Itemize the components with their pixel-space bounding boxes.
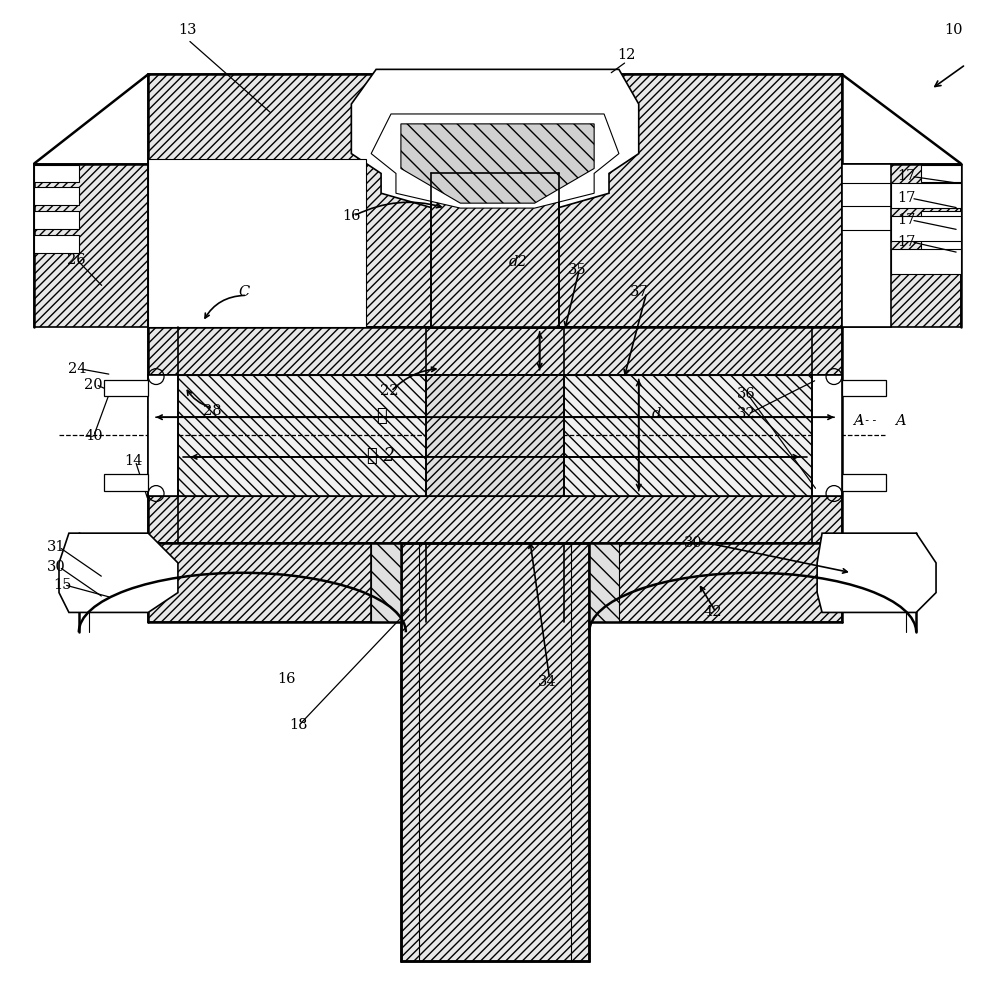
Text: 16: 16 [342, 209, 361, 223]
Text: 24: 24 [68, 362, 86, 376]
Text: 20: 20 [84, 378, 103, 391]
Text: 17: 17 [897, 235, 915, 249]
Text: C: C [239, 285, 250, 299]
Text: 22: 22 [380, 385, 398, 398]
Polygon shape [589, 543, 619, 622]
Polygon shape [148, 375, 178, 496]
Polygon shape [891, 183, 961, 208]
Polygon shape [921, 187, 961, 205]
Text: 12: 12 [618, 48, 636, 61]
Polygon shape [34, 235, 79, 253]
Polygon shape [34, 165, 79, 182]
Text: 31: 31 [47, 540, 65, 554]
Polygon shape [148, 496, 842, 543]
Polygon shape [148, 543, 371, 622]
Polygon shape [351, 69, 639, 213]
Text: 30: 30 [47, 560, 65, 574]
Polygon shape [921, 235, 961, 253]
Polygon shape [148, 375, 842, 496]
Polygon shape [842, 380, 886, 396]
Text: 14: 14 [124, 454, 143, 468]
Polygon shape [104, 380, 148, 396]
Text: A: A [853, 414, 864, 428]
Text: 17: 17 [897, 169, 915, 183]
Text: 35: 35 [568, 263, 587, 276]
Text: ℓ: ℓ [376, 407, 386, 425]
Polygon shape [431, 173, 559, 327]
Polygon shape [148, 74, 842, 327]
Text: 34: 34 [538, 675, 557, 689]
Text: 18: 18 [290, 718, 308, 732]
Polygon shape [401, 124, 594, 203]
Text: 42: 42 [704, 606, 722, 619]
Text: d2: d2 [509, 255, 527, 269]
Polygon shape [34, 187, 79, 205]
Text: 40: 40 [84, 429, 103, 443]
Polygon shape [842, 164, 891, 327]
Polygon shape [812, 375, 842, 496]
Polygon shape [34, 211, 79, 229]
Text: 26: 26 [67, 253, 85, 267]
Polygon shape [371, 114, 619, 208]
Text: 37: 37 [629, 285, 648, 299]
Polygon shape [891, 216, 961, 241]
Polygon shape [921, 211, 961, 229]
Text: 28: 28 [203, 404, 222, 418]
Text: 16: 16 [278, 672, 296, 686]
Text: 10: 10 [945, 23, 963, 37]
Polygon shape [401, 543, 589, 961]
Polygon shape [921, 165, 961, 182]
Text: - - -: - - - [858, 416, 876, 426]
Text: d: d [652, 407, 661, 421]
Polygon shape [619, 543, 842, 622]
Polygon shape [104, 474, 148, 491]
Polygon shape [426, 375, 564, 496]
Text: ℓ 2: ℓ 2 [367, 447, 395, 465]
Text: 32: 32 [736, 407, 755, 421]
Polygon shape [59, 533, 178, 612]
Text: 13: 13 [179, 23, 197, 37]
Polygon shape [817, 533, 936, 612]
Polygon shape [842, 164, 961, 327]
Text: 36: 36 [736, 387, 755, 401]
Polygon shape [34, 164, 148, 327]
Polygon shape [371, 543, 401, 622]
Polygon shape [842, 474, 886, 491]
Polygon shape [148, 327, 842, 375]
Text: 30: 30 [684, 536, 703, 550]
Polygon shape [891, 249, 961, 274]
Text: 15: 15 [53, 578, 71, 592]
Text: 17: 17 [897, 191, 915, 205]
Polygon shape [148, 159, 366, 327]
Text: A: A [895, 414, 906, 428]
Text: 17: 17 [897, 213, 915, 227]
